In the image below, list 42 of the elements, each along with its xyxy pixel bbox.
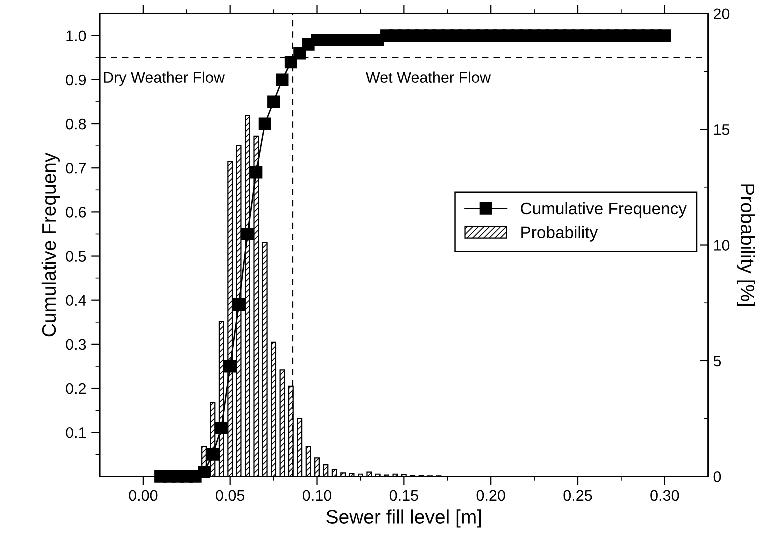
- point: [268, 96, 280, 108]
- y2-tick-label: 20: [714, 8, 730, 20]
- x-axis-title: Sewer fill level [m]: [326, 510, 482, 528]
- point: [250, 166, 263, 179]
- point: [232, 298, 246, 312]
- y2-tick-label: 15: [714, 124, 730, 136]
- point: [241, 228, 254, 240]
- y2-tick-label: 5: [714, 356, 722, 367]
- x-tick-label: 0.05: [216, 490, 245, 502]
- annotation: Dry Weather Flow: [104, 72, 226, 86]
- point: [276, 74, 289, 86]
- point: [294, 47, 306, 60]
- y2-tick-label: 0: [714, 472, 722, 482]
- point: [258, 118, 272, 130]
- x-tick-label: 0.00: [129, 490, 158, 502]
- point: [215, 422, 228, 434]
- y-axis-title: Cumulative Frequeny: [42, 152, 60, 337]
- y-tick-label: 0.3: [66, 339, 86, 350]
- y-tick-label: 0.5: [66, 251, 86, 262]
- y2-tick-label: 10: [714, 240, 730, 251]
- x-tick-label: 0.30: [650, 490, 680, 502]
- y-tick-label: 0.2: [66, 383, 86, 394]
- annotation: Wet Weather Flow: [366, 72, 492, 84]
- x-tick-label: 0.10: [302, 490, 332, 502]
- point: [658, 30, 672, 42]
- y2-axis-title: Probability [%]: [737, 184, 756, 306]
- point: [206, 448, 220, 461]
- point: [284, 56, 298, 69]
- y-tick-label: 0.4: [66, 295, 86, 306]
- point: [198, 466, 211, 479]
- point: [224, 360, 237, 373]
- y-tick-label: 0.8: [66, 118, 86, 130]
- y-tick-label: 0.7: [66, 162, 86, 174]
- legend-label: Probability: [522, 226, 598, 242]
- legend-label: Cumulative Frequency: [521, 202, 687, 218]
- y-tick-label: 0.1: [66, 427, 86, 438]
- x-tick-label: 0.20: [476, 490, 506, 502]
- y-tick-label: 0.6: [66, 207, 86, 218]
- y-tick-label: 0.9: [66, 74, 86, 86]
- x-tick-label: 0.25: [564, 490, 592, 502]
- y-tick-label: 1.0: [66, 30, 86, 42]
- x-tick-label: 0.15: [390, 490, 418, 502]
